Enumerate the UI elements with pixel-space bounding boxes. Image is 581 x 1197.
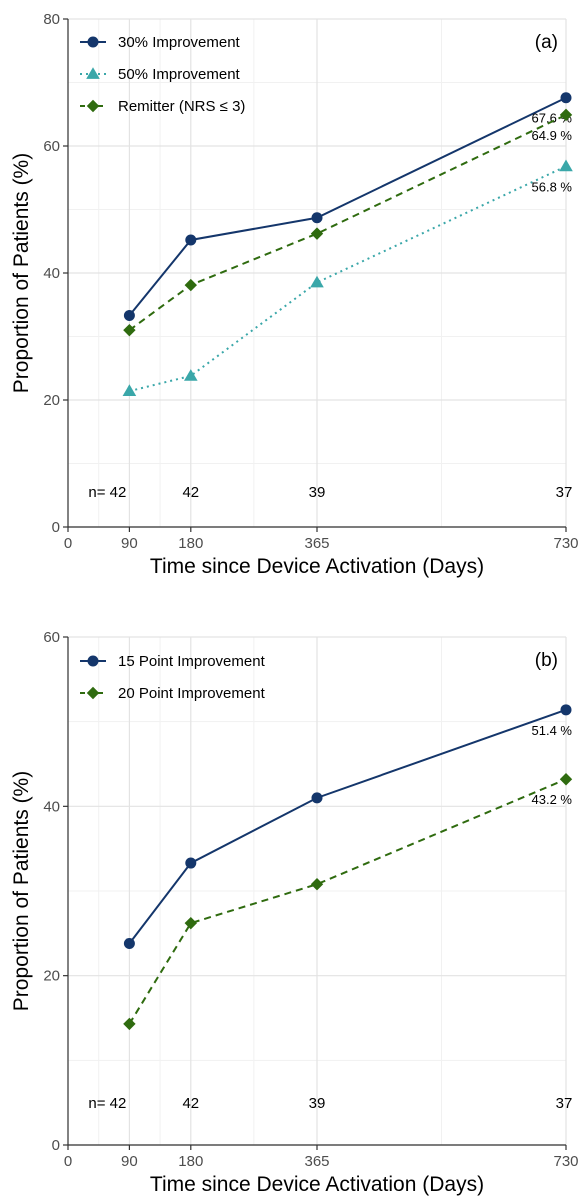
data-point: [560, 92, 572, 104]
data-point: [310, 227, 324, 240]
series-line: [128, 778, 567, 1025]
end-value-label: 43.2 %: [532, 792, 573, 807]
x-tick-label: 0: [64, 535, 72, 552]
data-point: [185, 857, 197, 869]
y-tick-label: 20: [43, 392, 60, 409]
y-axis-title: Proportion of Patients (%): [10, 153, 33, 393]
series-line: [128, 708, 567, 945]
data-point: [183, 369, 198, 381]
sample-size-label: n= 42: [88, 1095, 126, 1112]
x-tick-label: 180: [178, 1153, 203, 1170]
data-point: [559, 159, 573, 172]
data-point: [311, 792, 323, 804]
y-tick-label: 40: [43, 798, 60, 815]
legend-label: Remitter (NRS ≤ 3): [118, 98, 245, 115]
y-tick-label: 20: [43, 968, 60, 985]
x-tick-label: 90: [121, 1153, 138, 1170]
y-axis-title: Proportion of Patients (%): [10, 771, 33, 1011]
y-tick-label: 0: [52, 519, 60, 536]
y-tick-label: 80: [43, 11, 60, 28]
sample-size-label: 42: [182, 1095, 199, 1112]
data-point: [123, 1017, 136, 1031]
data-point: [184, 278, 197, 292]
y-tick-label: 40: [43, 265, 60, 282]
y-tick-label: 60: [43, 138, 60, 155]
data-point: [559, 108, 573, 122]
end-value-label: 64.9 %: [532, 128, 573, 143]
data-point: [123, 937, 135, 949]
legend-label: 30% Improvement: [118, 34, 241, 51]
sample-size-label: 37: [556, 484, 573, 501]
data-point: [560, 704, 572, 716]
x-axis-title: Time since Device Activation (Days): [150, 1173, 484, 1196]
sample-size-label: 39: [309, 484, 326, 501]
data-point: [185, 234, 197, 246]
chart-panel: 0 20 40 60 80 0 90 180 365 730 Time since Device A…: [10, 11, 579, 578]
legend-marker: [86, 686, 100, 700]
chart-panel: 0 20 40 60 0 90 180 365 730 Time since Device Act…: [10, 629, 579, 1196]
x-tick-label: 0: [64, 1153, 72, 1170]
series-line: [128, 113, 567, 331]
data-point: [123, 310, 135, 322]
series-line: [128, 96, 567, 317]
legend-label: 15 Point Improvement: [118, 653, 266, 670]
data-point: [310, 275, 324, 288]
data-point: [123, 323, 136, 337]
panel-label: (b): [535, 650, 558, 671]
end-value-label: 56.8 %: [532, 179, 573, 194]
panel-label: (a): [535, 32, 558, 53]
y-tick-label: 60: [43, 629, 60, 646]
legend-marker: [86, 67, 100, 79]
data-point: [122, 384, 137, 397]
end-value-label: 51.4 %: [532, 723, 573, 738]
sample-size-label: 39: [309, 1095, 326, 1112]
legend-marker: [87, 36, 99, 48]
data-point: [311, 212, 323, 224]
sample-size-label: 42: [182, 484, 199, 501]
data-point: [310, 878, 324, 891]
legend-label: 20 Point Improvement: [118, 685, 266, 702]
data-point: [559, 773, 573, 786]
x-axis-title: Time since Device Activation (Days): [150, 555, 484, 578]
x-tick-label: 365: [304, 535, 329, 552]
data-point: [184, 916, 197, 930]
series-line: [129, 165, 567, 393]
legend-marker: [86, 99, 100, 113]
legend-marker: [87, 655, 99, 667]
x-tick-label: 180: [178, 535, 203, 552]
sample-size-label: n= 42: [88, 484, 126, 501]
x-tick-label: 90: [121, 535, 138, 552]
sample-size-label: 37: [556, 1095, 573, 1112]
y-tick-label: 0: [52, 1137, 60, 1154]
x-tick-label: 365: [304, 1153, 329, 1170]
legend-label: 50% Improvement: [118, 66, 241, 83]
x-tick-label: 730: [553, 1153, 578, 1170]
x-tick-label: 730: [553, 535, 578, 552]
